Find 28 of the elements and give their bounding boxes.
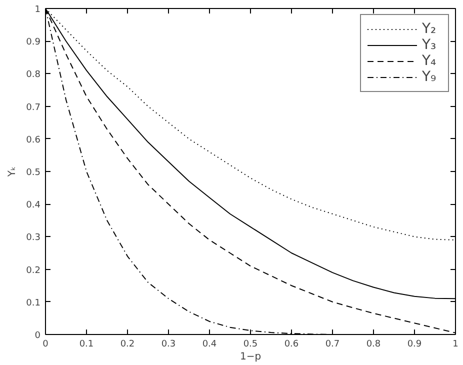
y-tick-label: 0.6	[26, 135, 41, 146]
y-tick-label: 0.5	[26, 168, 41, 178]
y-tick-label: 0.1	[26, 298, 41, 308]
y-axis-title: Υₖ	[7, 166, 18, 178]
y-tick-label: 0.9	[26, 38, 41, 48]
x-tick-label: 0	[42, 340, 49, 350]
x-tick-label: 0.5	[243, 340, 258, 350]
y-tick-label: 0.4	[26, 200, 41, 211]
x-tick-label: 1	[452, 340, 458, 350]
y-tick-label: 0	[34, 331, 41, 341]
legend-label: Υ₃	[422, 37, 438, 53]
y-tick-label: 0.7	[26, 102, 41, 113]
x-tick-label: 0.4	[202, 340, 217, 350]
y-tick-label: 0.3	[26, 233, 41, 244]
legend-label: Υ₂	[422, 21, 438, 37]
y-tick-label: 0.2	[26, 266, 41, 276]
x-tick-label: 0.8	[366, 340, 381, 350]
legend-label: Υ₉	[422, 69, 438, 85]
y-tick-label: 1	[34, 5, 41, 15]
x-tick-label: 0.3	[161, 340, 176, 350]
x-tick-label: 0.7	[325, 340, 340, 350]
legend-label: Υ₄	[422, 53, 438, 69]
x-tick-label: 0.9	[407, 340, 422, 350]
x-tick-label: 0.2	[120, 340, 135, 350]
x-tick-label: 0.6	[284, 340, 299, 350]
y-tick-label: 0.8	[26, 70, 41, 80]
x-axis-title: 1−p	[240, 352, 262, 362]
x-tick-label: 0.1	[79, 340, 94, 350]
